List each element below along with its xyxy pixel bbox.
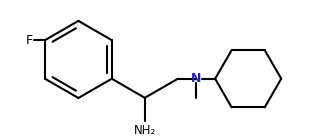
Text: N: N [191,72,201,85]
Text: NH₂: NH₂ [134,124,156,136]
Text: F: F [26,34,33,47]
